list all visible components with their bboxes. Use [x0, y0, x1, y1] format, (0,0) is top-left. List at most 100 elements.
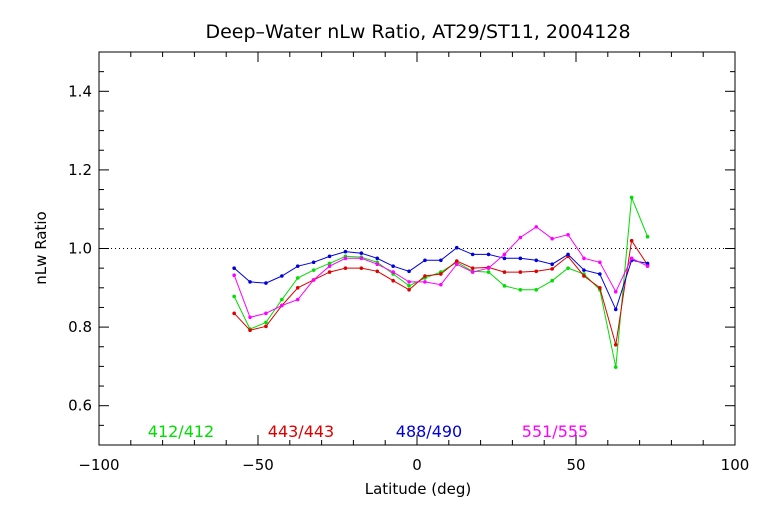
series-4-point — [264, 311, 268, 316]
y-axis-label: nLw Ratio — [32, 211, 50, 284]
series-2-point — [264, 324, 268, 329]
series-4-point — [295, 297, 300, 302]
series-1-point — [550, 278, 554, 283]
series-1-point — [264, 320, 268, 325]
series-2-point — [295, 286, 300, 290]
series-3-point — [343, 249, 348, 254]
series-2-point — [359, 266, 364, 270]
series-4-point — [454, 262, 459, 267]
series-2-point — [534, 269, 539, 274]
series-2-point — [343, 266, 348, 270]
series-4-point — [248, 315, 252, 320]
y-tick-label: 0.6 — [68, 397, 92, 415]
series-4-point — [423, 280, 427, 284]
series-3-point — [375, 256, 380, 261]
x-axis-label: Latitude (deg) — [365, 480, 471, 498]
series-4-point — [439, 282, 443, 287]
legend-entry-4: 551/555 — [522, 422, 588, 441]
series-2-point — [232, 311, 236, 316]
series-2-point — [407, 287, 411, 292]
legend: 412/412 443/443 488/490 551/555 — [148, 422, 588, 441]
series-1-point — [629, 195, 634, 200]
series-3-point — [327, 254, 332, 259]
series-4-point — [407, 280, 411, 284]
legend-entry-3: 488/490 — [396, 422, 462, 441]
y-tick-label: 0.8 — [68, 318, 92, 336]
series-4-point — [550, 236, 554, 241]
series-3-point — [534, 258, 539, 263]
series-3-point — [359, 251, 364, 256]
series-4-point — [566, 232, 570, 237]
x-tick-label: 50 — [566, 456, 585, 474]
legend-entry-2: 443/443 — [268, 422, 334, 441]
series-4-point — [375, 262, 380, 267]
y-tick-label: 1.0 — [68, 240, 92, 258]
series-4-point — [343, 256, 348, 261]
series-4-point — [534, 225, 539, 229]
series-3-point — [613, 307, 618, 312]
series-1-point — [518, 287, 523, 292]
series-3-point — [264, 281, 268, 285]
series-3-point — [550, 262, 554, 267]
series-3-point — [502, 256, 507, 261]
axis-ticks: −100 −50 0 50 100 0.6 0.8 1.0 1.2 1.4 — [68, 52, 749, 474]
series-2-point — [439, 272, 443, 276]
series-1-point — [232, 294, 236, 299]
series-4-point — [582, 256, 586, 261]
series-4-point — [645, 264, 650, 268]
series-3-point — [280, 274, 284, 278]
y-tick-label: 1.4 — [68, 82, 92, 100]
series-2-point — [518, 270, 523, 274]
series-2-point — [454, 259, 459, 263]
series-3-point — [518, 256, 523, 261]
x-tick-label: 100 — [721, 456, 750, 474]
series-3-point — [486, 252, 491, 257]
series-1-point — [311, 268, 316, 272]
series-3-point — [248, 280, 252, 284]
x-tick-label: 0 — [412, 456, 422, 474]
series-2-point — [423, 274, 427, 278]
series-line-2 — [233, 239, 649, 345]
series-3-point — [311, 260, 316, 265]
series-2-point — [327, 270, 332, 274]
series-3-point — [598, 272, 602, 276]
series-1-point — [566, 266, 570, 270]
x-tick-label: −50 — [242, 456, 274, 474]
series-3-point — [391, 264, 395, 268]
series-4-point — [502, 252, 507, 257]
series-1-point — [327, 261, 332, 266]
y-tick-label: 1.2 — [68, 161, 92, 179]
series-4-point — [280, 303, 284, 308]
series-3-point — [423, 258, 427, 263]
series-4-point — [391, 270, 395, 274]
series-2-point — [391, 278, 395, 283]
series-4-point — [486, 266, 491, 270]
series-2-point — [598, 286, 602, 290]
series-line-1 — [233, 197, 649, 368]
series-3-point — [295, 264, 300, 268]
series-2-point — [613, 342, 618, 347]
series-1-point — [280, 297, 284, 302]
series-4-point — [629, 256, 634, 261]
legend-entry-1: 412/412 — [148, 422, 214, 441]
series-4-point — [598, 260, 602, 265]
series-2-point — [629, 238, 634, 243]
series-4-point — [518, 235, 523, 240]
series-3-point — [439, 258, 443, 263]
series-1-point — [295, 276, 300, 280]
series-3-point — [232, 266, 236, 270]
series-2-point — [470, 266, 475, 270]
series-2-point — [375, 269, 380, 274]
series-2-point — [502, 270, 507, 274]
series-3-point — [566, 252, 570, 257]
series-1-point — [645, 234, 650, 239]
series-3-point — [645, 261, 650, 266]
series-2-point — [582, 274, 586, 278]
series-4-point — [327, 264, 332, 268]
series-1-point — [534, 287, 539, 292]
series-4-point — [311, 278, 316, 282]
series-1-point — [407, 284, 411, 288]
series-1-point — [486, 270, 491, 274]
series-2-point — [248, 328, 252, 333]
